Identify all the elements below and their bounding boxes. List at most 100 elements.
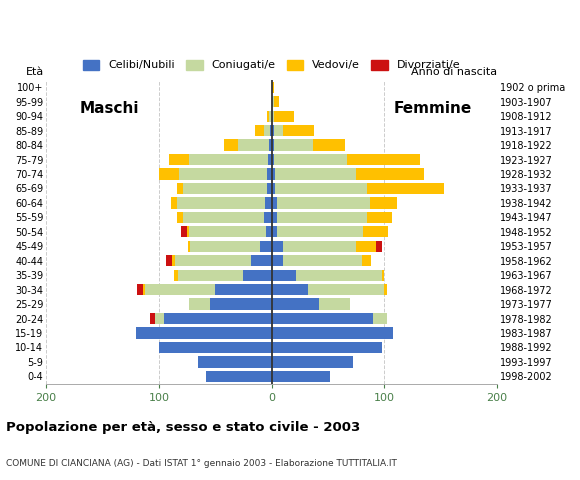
- Bar: [271, 212, 277, 223]
- Bar: [271, 342, 382, 353]
- Bar: [271, 269, 296, 281]
- Bar: [188, 240, 190, 252]
- Bar: [215, 284, 271, 295]
- Bar: [271, 139, 274, 151]
- Text: Maschi: Maschi: [80, 101, 139, 117]
- Bar: [269, 110, 271, 122]
- Bar: [385, 284, 386, 295]
- Bar: [183, 212, 264, 223]
- Bar: [271, 82, 274, 93]
- Bar: [267, 110, 269, 122]
- Bar: [373, 313, 386, 324]
- Text: Età: Età: [26, 67, 44, 77]
- Bar: [172, 255, 175, 266]
- Bar: [274, 154, 347, 165]
- Bar: [271, 110, 274, 122]
- Bar: [183, 183, 267, 194]
- Bar: [190, 240, 260, 252]
- Text: COMUNE DI CIANCIANA (AG) - Dati ISTAT 1° gennaio 2003 - Elaborazione TUTTITALIA.: COMUNE DI CIANCIANA (AG) - Dati ISTAT 1°…: [6, 459, 397, 468]
- Bar: [182, 226, 187, 238]
- Bar: [224, 139, 238, 151]
- Bar: [271, 197, 277, 208]
- Bar: [283, 240, 356, 252]
- Bar: [268, 154, 271, 165]
- Bar: [189, 154, 268, 165]
- Bar: [296, 269, 382, 281]
- Bar: [150, 313, 155, 324]
- Bar: [277, 212, 367, 223]
- Bar: [206, 371, 271, 382]
- Bar: [171, 197, 177, 208]
- Bar: [271, 255, 283, 266]
- Bar: [198, 356, 271, 368]
- Bar: [363, 226, 387, 238]
- Bar: [146, 284, 215, 295]
- Text: Anno di nascita: Anno di nascita: [411, 67, 497, 77]
- Bar: [275, 183, 367, 194]
- Bar: [271, 183, 275, 194]
- Bar: [251, 255, 271, 266]
- Bar: [269, 139, 271, 151]
- Bar: [177, 197, 265, 208]
- Bar: [277, 197, 369, 208]
- Bar: [255, 125, 264, 136]
- Bar: [362, 255, 371, 266]
- Bar: [187, 226, 189, 238]
- Bar: [159, 342, 271, 353]
- Bar: [356, 168, 424, 180]
- Bar: [271, 356, 353, 368]
- Bar: [271, 226, 277, 238]
- Legend: Celibi/Nubili, Coniugati/e, Vedovi/e, Divorziati/e: Celibi/Nubili, Coniugati/e, Vedovi/e, Di…: [78, 55, 465, 75]
- Bar: [319, 299, 350, 310]
- Bar: [271, 313, 373, 324]
- Bar: [177, 212, 183, 223]
- Bar: [264, 212, 271, 223]
- Bar: [271, 299, 319, 310]
- Bar: [177, 183, 183, 194]
- Bar: [274, 139, 313, 151]
- Bar: [178, 269, 244, 281]
- Bar: [274, 96, 280, 108]
- Bar: [136, 327, 271, 338]
- Bar: [369, 197, 397, 208]
- Bar: [265, 197, 271, 208]
- Bar: [238, 139, 269, 151]
- Bar: [283, 125, 314, 136]
- Bar: [137, 284, 143, 295]
- Bar: [266, 226, 271, 238]
- Bar: [271, 371, 330, 382]
- Bar: [260, 240, 271, 252]
- Bar: [376, 240, 382, 252]
- Bar: [165, 313, 271, 324]
- Text: Femmine: Femmine: [393, 101, 472, 117]
- Bar: [271, 327, 393, 338]
- Bar: [367, 183, 444, 194]
- Bar: [307, 284, 385, 295]
- Bar: [271, 125, 274, 136]
- Bar: [271, 284, 307, 295]
- Bar: [267, 168, 271, 180]
- Bar: [173, 269, 178, 281]
- Bar: [271, 96, 274, 108]
- Bar: [356, 240, 376, 252]
- Bar: [267, 183, 271, 194]
- Bar: [382, 269, 385, 281]
- Text: Popolazione per età, sesso e stato civile - 2003: Popolazione per età, sesso e stato civil…: [6, 421, 360, 434]
- Bar: [169, 154, 189, 165]
- Bar: [270, 125, 271, 136]
- Bar: [244, 269, 271, 281]
- Bar: [166, 255, 172, 266]
- Bar: [155, 313, 165, 324]
- Bar: [271, 154, 274, 165]
- Bar: [347, 154, 420, 165]
- Bar: [209, 299, 271, 310]
- Bar: [189, 226, 266, 238]
- Bar: [264, 125, 270, 136]
- Bar: [179, 168, 267, 180]
- Bar: [175, 255, 251, 266]
- Bar: [277, 226, 363, 238]
- Bar: [274, 125, 283, 136]
- Bar: [189, 299, 209, 310]
- Bar: [275, 168, 356, 180]
- Bar: [367, 212, 392, 223]
